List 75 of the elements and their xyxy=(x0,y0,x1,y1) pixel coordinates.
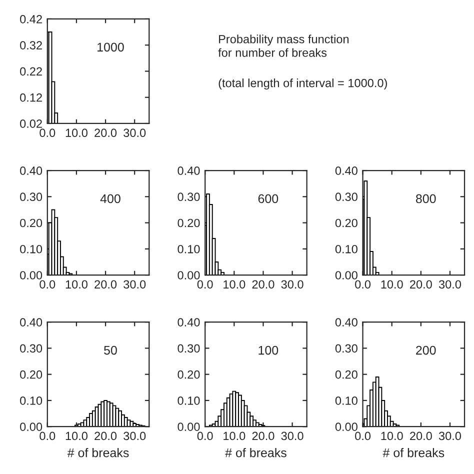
y-tick-label: 0.10 xyxy=(335,244,358,254)
y-tick-label: 0.30 xyxy=(335,344,358,353)
text: (total length of interval = 1000.0) xyxy=(218,78,387,90)
y-tick-label: 0.20 xyxy=(178,370,200,379)
x-tick-label: 10.0 xyxy=(224,432,246,440)
y-tick-label: 0.00 xyxy=(335,422,358,431)
y-tick-label: 0.10 xyxy=(20,244,42,254)
annotation: 600 xyxy=(258,194,278,204)
y-tick-label: 0.00 xyxy=(178,271,200,280)
x-tick-label: 30.0 xyxy=(438,280,462,289)
y-tick-label: 0.02 xyxy=(20,120,42,128)
y-tick-label: 0.20 xyxy=(20,218,42,228)
y-tick-label: 0.10 xyxy=(178,396,200,405)
y-tick-label: 0.30 xyxy=(178,192,200,202)
x-tick-label: 10.0 xyxy=(66,128,88,138)
x-tick-label: 20.0 xyxy=(410,432,432,440)
annotation: 100 xyxy=(258,346,278,355)
x-tick-label: 30.0 xyxy=(281,432,304,440)
x-tick-label: 0.0 xyxy=(40,432,56,440)
x-tick-label: 20.0 xyxy=(410,280,432,289)
annotation: 800 xyxy=(416,194,436,204)
x-tick-label: 20.0 xyxy=(252,432,274,440)
x-tick-label: 20.0 xyxy=(94,128,117,138)
annotation: 200 xyxy=(416,346,436,355)
x-tick-label: 0.0 xyxy=(40,280,56,289)
y-tick-label: 0.40 xyxy=(20,166,42,175)
y-tick-label: 0.10 xyxy=(20,396,42,405)
y-tick-label: 0.20 xyxy=(20,370,42,379)
y-tick-label: 0.30 xyxy=(20,344,42,353)
y-tick-label: 0.20 xyxy=(335,370,358,379)
x-tick-label: 10.0 xyxy=(381,432,403,440)
x-tick-label: 30.0 xyxy=(124,432,146,440)
x-tick-label: 0.0 xyxy=(355,280,371,289)
x-tick-label: 30.0 xyxy=(124,128,146,138)
y-tick-label: 0.40 xyxy=(20,318,42,326)
x-tick-label: 0.0 xyxy=(197,280,213,289)
x-tick-label: 10.0 xyxy=(381,280,403,289)
y-tick-label: 0.00 xyxy=(178,422,200,431)
y-tick-label: 0.12 xyxy=(20,93,42,102)
y-tick-label: 0.00 xyxy=(335,271,358,280)
x-tick-label: 0.0 xyxy=(40,128,56,138)
annotation: 400 xyxy=(100,194,120,204)
y-tick-label: 0.30 xyxy=(178,344,200,353)
x-tick-label: 10.0 xyxy=(66,280,88,289)
y-tick-label: 0.30 xyxy=(335,192,358,202)
y-tick-label: 0.32 xyxy=(20,41,42,50)
y-tick-label: 0.42 xyxy=(20,14,42,24)
x-tick-label: 0.0 xyxy=(197,432,213,440)
y-tick-label: 0.40 xyxy=(178,166,200,175)
y-tick-label: 0.40 xyxy=(335,166,358,175)
y-tick-label: 0.20 xyxy=(178,218,200,228)
x-tick-label: 30.0 xyxy=(438,432,462,440)
x-tick-label: 10.0 xyxy=(224,280,246,289)
x-tick-label: 10.0 xyxy=(66,432,88,440)
y-tick-label: 0.10 xyxy=(335,396,358,405)
x-tick-label: 20.0 xyxy=(252,280,274,289)
x-tick-label: 20.0 xyxy=(94,432,117,440)
x-axis-title: # of breaks xyxy=(225,448,286,458)
y-tick-label: 0.00 xyxy=(20,422,42,431)
x-tick-label: 0.0 xyxy=(355,432,371,440)
x-axis-title: # of breaks xyxy=(382,448,444,458)
annotation: 1000 xyxy=(98,42,124,52)
y-tick-label: 0.40 xyxy=(178,318,200,326)
annotation: 50 xyxy=(104,346,117,355)
x-axis-title: # of breaks xyxy=(67,448,129,458)
x-tick-label: 20.0 xyxy=(94,280,117,289)
y-tick-label: 0.10 xyxy=(178,244,200,254)
y-tick-label: 0.30 xyxy=(20,192,42,202)
y-tick-label: 0.22 xyxy=(20,67,42,76)
y-tick-label: 0.00 xyxy=(20,271,42,280)
text: Probability mass function for number of breaks xyxy=(218,34,349,57)
x-tick-label: 30.0 xyxy=(124,280,146,289)
y-tick-label: 0.40 xyxy=(335,318,358,326)
x-tick-label: 30.0 xyxy=(281,280,304,289)
y-tick-label: 0.20 xyxy=(335,218,358,228)
